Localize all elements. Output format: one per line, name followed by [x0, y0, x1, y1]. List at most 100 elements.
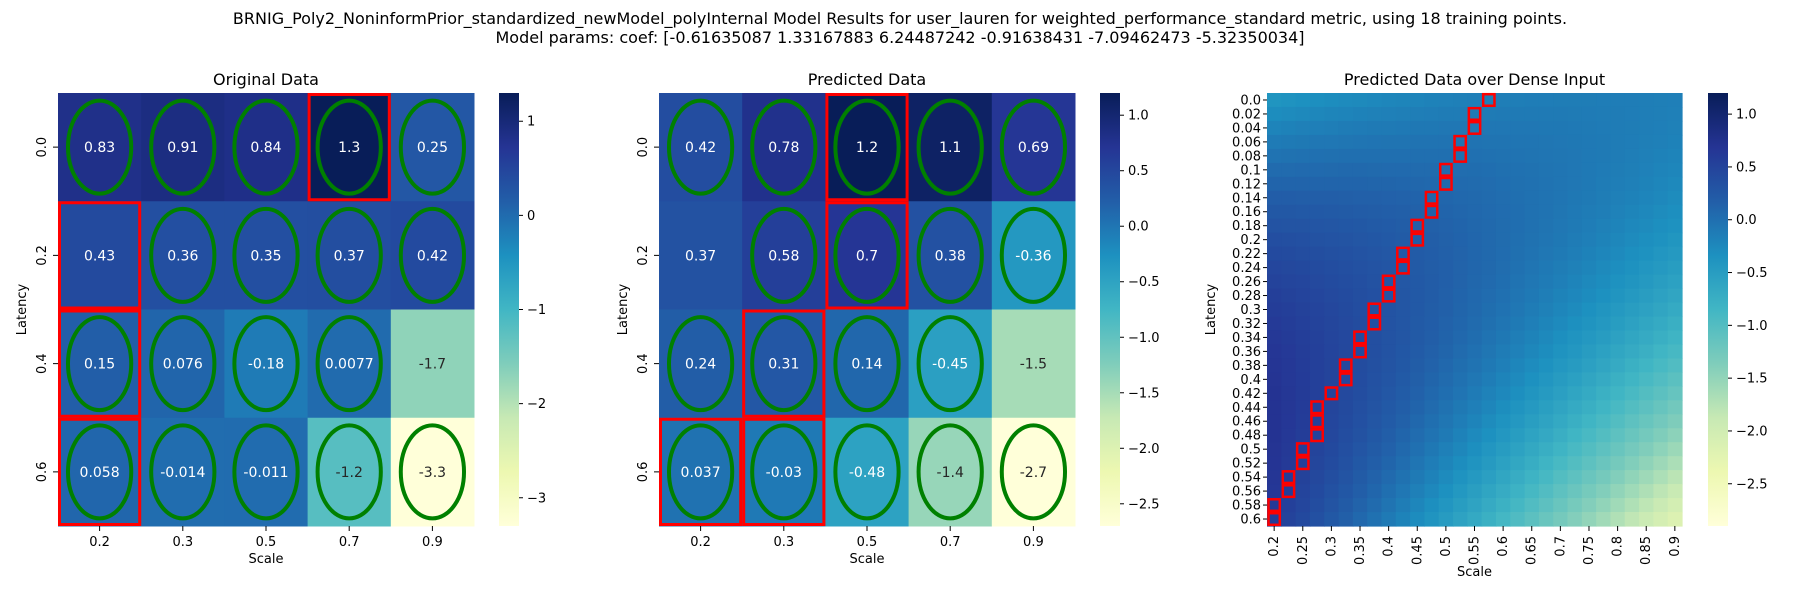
p3-cell	[1367, 106, 1383, 122]
p3-cell	[1553, 106, 1569, 122]
p3-cell	[1524, 106, 1540, 122]
p3-cell	[1352, 190, 1368, 206]
p3-cell	[1610, 498, 1626, 513]
p3-cell	[1467, 274, 1483, 290]
p3-cell	[1267, 372, 1282, 387]
p3-cell	[1610, 456, 1626, 471]
p3-cell	[1596, 512, 1612, 527]
p2-ytick-label: 0.4	[636, 353, 651, 374]
p3-cell	[1395, 400, 1411, 415]
p3-cell	[1653, 456, 1669, 471]
p3-cell	[1395, 498, 1411, 513]
p3-cell	[1438, 134, 1454, 150]
p3-cell	[1481, 498, 1497, 513]
p1-cell-label: 0.91	[167, 140, 198, 156]
p3-cell	[1338, 106, 1354, 122]
p3-cell	[1424, 484, 1440, 499]
p3-cell	[1267, 512, 1282, 527]
p1-cell	[307, 93, 392, 202]
p1-circle-marker	[315, 315, 383, 413]
p3-cell	[1309, 442, 1325, 457]
p3-cell	[1653, 232, 1669, 248]
p3-cell	[1653, 106, 1669, 122]
p3-cell	[1467, 316, 1483, 332]
p3-cell	[1381, 260, 1397, 276]
p3-cell	[1624, 260, 1640, 276]
p3-cell	[1553, 246, 1569, 262]
p3-cell	[1495, 456, 1511, 471]
p3-cell	[1295, 330, 1311, 346]
p3-cell	[1338, 498, 1354, 513]
p3-cell	[1424, 400, 1440, 415]
p2-colorbar-tick-label: −0.5	[1128, 275, 1160, 290]
p3-cell	[1324, 93, 1340, 108]
p3-cell	[1610, 120, 1626, 136]
p3-cell	[1639, 176, 1654, 192]
p3-cell	[1438, 330, 1454, 346]
p3-cell	[1510, 260, 1526, 276]
p3-cell	[1367, 260, 1383, 276]
p3-cell	[1538, 134, 1554, 150]
p3-cell	[1495, 302, 1511, 318]
p3-cell	[1453, 246, 1468, 262]
p3-cell	[1453, 400, 1468, 415]
p2-circle-marker	[750, 315, 818, 413]
p3-cell	[1267, 274, 1282, 290]
p3-cell	[1438, 512, 1454, 527]
p3-cell	[1495, 246, 1511, 262]
p3-ytick-label: 0.4	[1240, 373, 1261, 388]
p3-cell	[1424, 498, 1440, 513]
p3-cell	[1510, 344, 1526, 359]
p3-cell	[1624, 414, 1640, 429]
p3-cell	[1281, 316, 1297, 332]
p3-cell	[1653, 93, 1669, 108]
p3-cell	[1538, 218, 1554, 234]
p3-cell	[1553, 498, 1569, 513]
p3-cell	[1295, 232, 1311, 248]
p3-cell	[1653, 400, 1669, 415]
p3-cell	[1267, 316, 1282, 332]
p2-cell	[825, 417, 910, 527]
p3-cell	[1324, 148, 1340, 164]
p3-cell	[1395, 330, 1411, 346]
p3-cell	[1352, 246, 1368, 262]
p3-cell	[1338, 190, 1354, 206]
p3-cell	[1639, 400, 1654, 415]
p3-cell	[1410, 176, 1426, 192]
p3-cell	[1538, 162, 1554, 178]
p3-cell	[1324, 358, 1340, 373]
p3-cell	[1538, 288, 1554, 304]
p3-cell	[1538, 442, 1554, 457]
p3-cell	[1281, 470, 1297, 485]
p1-circle-marker	[65, 423, 134, 521]
p3-cell	[1495, 442, 1511, 457]
p1-cell-label: 0.42	[417, 248, 448, 264]
p3-cell	[1581, 260, 1597, 276]
p3-cell	[1381, 344, 1397, 359]
p3-cell	[1639, 512, 1654, 527]
p1-circle-marker	[149, 423, 217, 521]
p3-cell	[1495, 93, 1511, 108]
p3-cell	[1639, 484, 1654, 499]
p3-cell	[1281, 400, 1297, 415]
p3-cell	[1281, 428, 1297, 443]
p3-cell	[1467, 512, 1483, 527]
p1-xtick-label: 0.9	[422, 535, 443, 550]
p3-cell	[1639, 498, 1654, 513]
p3-cell	[1596, 260, 1612, 276]
p3-cell	[1381, 162, 1397, 178]
p3-cell	[1338, 470, 1354, 485]
p3-cell	[1610, 148, 1626, 164]
p3-cell	[1309, 414, 1325, 429]
p3-cell	[1467, 93, 1483, 108]
p3-cell	[1338, 288, 1354, 304]
p3-cell	[1309, 456, 1325, 471]
p1-colorbar-tick-label: −3	[527, 491, 546, 506]
p1-xtick-label: 0.3	[172, 535, 193, 550]
p3-cell	[1524, 386, 1540, 401]
p3-cell	[1467, 414, 1483, 429]
p3-cell	[1395, 246, 1411, 262]
p2-circle-marker	[833, 98, 901, 196]
p3-cell	[1610, 288, 1626, 304]
p3-cell	[1324, 190, 1340, 206]
